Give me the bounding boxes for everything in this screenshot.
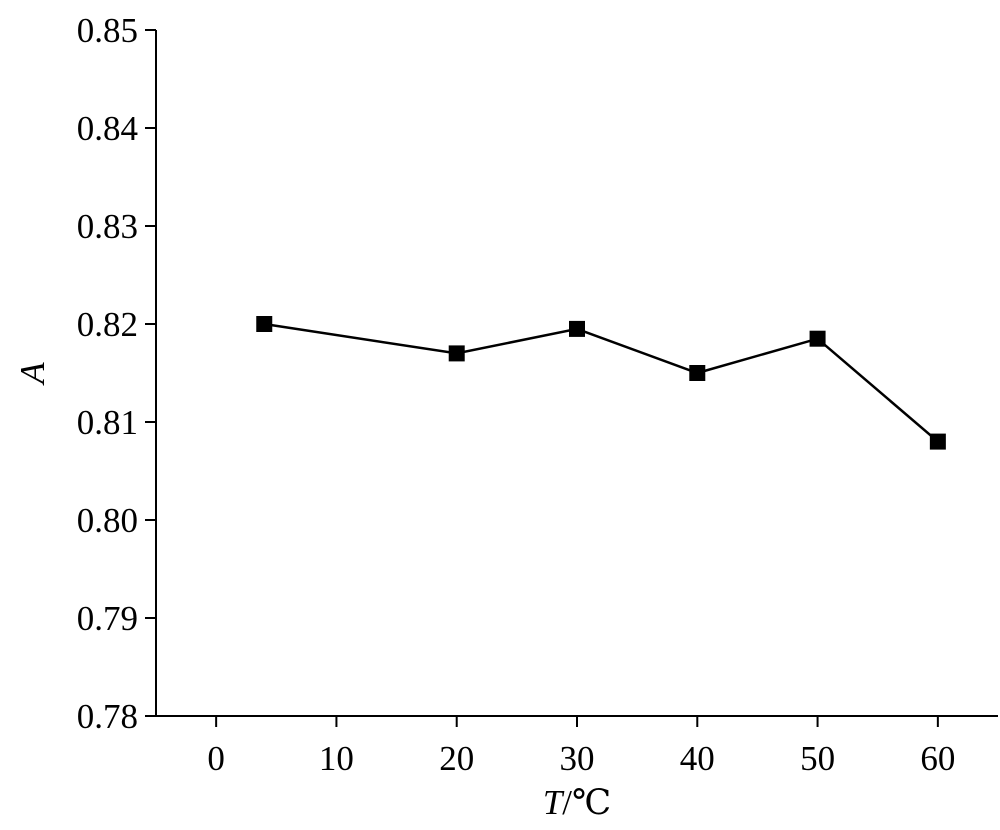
y-tick-label: 0.80	[77, 501, 138, 540]
x-tick-label: 60	[920, 739, 955, 778]
data-point	[689, 365, 706, 381]
series-line	[264, 322, 939, 443]
y-tick-label: 0.85	[77, 11, 138, 50]
axes	[155, 30, 998, 717]
data-point	[929, 433, 946, 450]
x-axis-title-unit: /℃	[562, 783, 611, 822]
x-tick-label: 40	[680, 739, 715, 778]
y-tick-label: 0.83	[77, 207, 138, 246]
x-tick-label: 50	[800, 739, 835, 778]
x-tick-label: 10	[319, 739, 354, 778]
y-tick-label: 0.81	[77, 403, 138, 442]
y-tick-label: 0.82	[77, 305, 138, 344]
x-tick-label: 20	[439, 739, 474, 778]
data-point	[256, 316, 273, 332]
y-tick-label: 0.84	[77, 109, 138, 148]
data-point	[569, 320, 585, 337]
y-tick-label: 0.79	[77, 599, 138, 638]
data-point	[809, 330, 826, 347]
x-tick-label: 30	[560, 739, 595, 778]
data-point	[448, 345, 465, 362]
x-ticks: 0 10 20 30 40 50 60	[207, 716, 955, 778]
series	[256, 316, 946, 450]
x-axis-title-variable: T	[543, 783, 565, 822]
y-axis-title: A	[13, 362, 52, 386]
x-tick-label: 0	[207, 739, 225, 778]
x-axis-title: T/℃	[543, 783, 611, 822]
y-tick-label: 0.78	[77, 697, 138, 736]
y-ticks: 0.78 0.79 0.80 0.81 0.82 0.83 0.84 0.85	[77, 11, 156, 736]
